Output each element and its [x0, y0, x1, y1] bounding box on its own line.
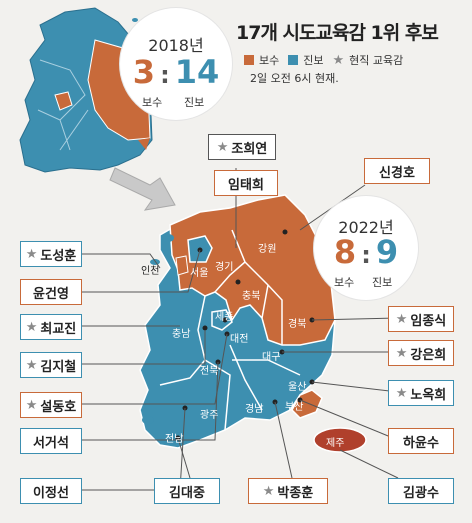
candidate-incheon: ★ 도성훈: [20, 241, 82, 267]
time-note: 2일 오전 6시 현재.: [250, 72, 339, 85]
region-busan: 부산: [285, 402, 304, 413]
candidate-busan: 하윤수: [388, 428, 454, 454]
transition-arrow: [109, 167, 176, 211]
star-icon: ★: [395, 345, 408, 361]
score-2022-year: 2022년: [338, 218, 394, 237]
legend-swatch-conservative: [244, 55, 254, 65]
region-gyeongnam: 경남: [245, 404, 264, 415]
candidate-daegu: ★ 강은희: [388, 340, 454, 366]
candidate-jeonbuk: 서거석: [20, 428, 82, 454]
star-icon: ★: [25, 319, 38, 335]
candidate-gyeongnam: ★ 박종훈: [248, 478, 328, 504]
region-jeju: 제주: [326, 438, 345, 449]
score-2018-label-progressive: 진보: [184, 96, 205, 109]
map-2018: [19, 7, 153, 173]
region-gangwon: 강원: [258, 244, 277, 255]
region-chungnam: 충남: [172, 329, 191, 340]
candidate-gwangju: 이정선: [20, 478, 82, 504]
candidate-gyeonggi: 임태희: [214, 170, 278, 196]
score-2018-numbers: 3 : 14: [120, 56, 232, 88]
candidate-ulsan: ★ 노옥희: [388, 380, 454, 406]
star-icon: ★: [395, 311, 408, 327]
legend-conservative: 보수: [259, 54, 280, 67]
score-2018-sep: :: [160, 61, 170, 89]
legend: 보수 진보 ★ 현직 교육감: [244, 52, 403, 68]
star-icon: ★: [395, 385, 408, 401]
score-2022-label-conservative: 보수: [334, 276, 355, 289]
star-icon: ★: [25, 246, 38, 262]
candidate-chungbuk: 윤건영: [20, 279, 82, 305]
score-2018-year: 2018년: [148, 36, 204, 55]
region-chungbuk: 충북: [242, 291, 261, 302]
region-gwangju: 광주: [200, 410, 219, 421]
candidate-jeju: 김광수: [388, 478, 454, 504]
candidate-daejeon: ★ 설동호: [20, 392, 82, 418]
region-ulsan: 울산: [288, 382, 307, 393]
candidate-jeonnam: 김대중: [154, 478, 220, 504]
candidate-seoul: ★ 조희연: [208, 134, 276, 160]
star-icon: ★: [25, 357, 38, 373]
page-title: 17개 시도교육감 1위 후보: [236, 22, 439, 44]
score-2022-label-progressive: 진보: [372, 276, 393, 289]
candidate-sejong: ★ 최교진: [20, 314, 82, 340]
region-seoul: 서울: [190, 268, 209, 279]
score-2018-progressive: 14: [174, 53, 220, 91]
region-gyeongbuk: 경북: [288, 319, 307, 330]
candidate-gyeongbuk: ★ 임종식: [388, 306, 454, 332]
star-icon: ★: [332, 52, 345, 68]
region-daegu: 대구: [262, 352, 281, 363]
score-2022-numbers: 8 : 9: [314, 236, 418, 268]
region-incheon: 인천: [141, 266, 160, 277]
legend-swatch-progressive: [288, 55, 299, 65]
star-icon: ★: [25, 397, 38, 413]
score-2022-conservative: 8: [333, 233, 357, 271]
legend-incumbent: 현직 교육감: [349, 54, 404, 67]
score-2018-circle: 2018년 3 : 14 보수 진보: [120, 8, 232, 120]
score-2022-sep: :: [361, 241, 371, 269]
star-icon: ★: [262, 483, 275, 499]
candidate-gangwon: 신경호: [364, 158, 430, 184]
score-2018-label-conservative: 보수: [142, 96, 163, 109]
jeju-island: [313, 427, 367, 453]
candidate-chungnam: ★ 김지철: [20, 352, 82, 378]
region-jeonnam: 전남: [165, 434, 184, 445]
region-daejeon: 대전: [230, 334, 249, 345]
score-2022-progressive: 9: [375, 233, 399, 271]
score-2018-conservative: 3: [132, 53, 155, 91]
star-icon: ★: [216, 139, 229, 155]
map-2022: [139, 194, 367, 453]
legend-progressive: 진보: [303, 54, 324, 67]
region-jeonbuk: 전북: [200, 366, 219, 377]
score-2022-circle: 2022년 8 : 9 보수 진보: [314, 196, 418, 300]
region-gyeonggi: 경기: [215, 262, 234, 273]
region-sejong: 세종: [215, 312, 234, 323]
